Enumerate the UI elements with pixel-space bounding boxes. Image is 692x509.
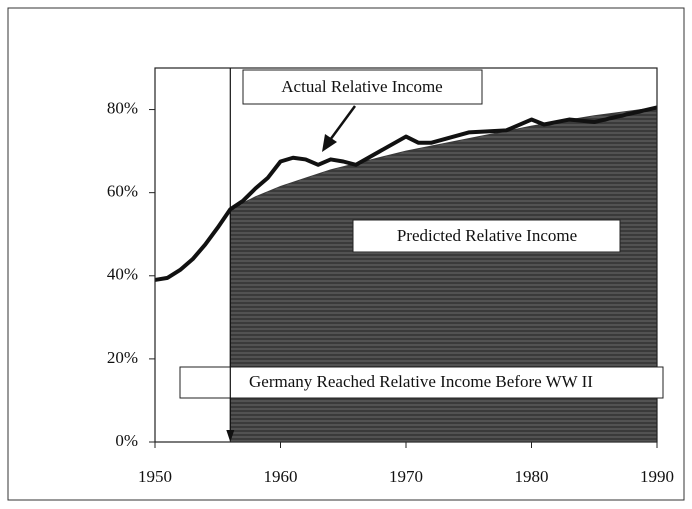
label-box [179, 366, 664, 399]
y-tick-label: 80% [107, 98, 138, 117]
x-tick-label: 1970 [389, 467, 423, 486]
x-tick-label: 1950 [138, 467, 172, 486]
label-box [242, 69, 483, 105]
y-tick-label: 60% [107, 182, 138, 201]
x-tick-label: 1990 [640, 467, 674, 486]
plot-area [154, 105, 658, 443]
series-label: Actual Relative Income [281, 77, 442, 96]
x-tick-label: 1980 [515, 467, 549, 486]
y-tick-label: 0% [115, 431, 138, 450]
label-box [352, 219, 621, 253]
series-label: Predicted Relative Income [397, 226, 577, 245]
y-tick-label: 40% [107, 265, 138, 284]
pointer-head [322, 134, 337, 152]
y-tick-label: 20% [107, 348, 138, 367]
annotation: Germany Reached Relative Income Before W… [249, 372, 593, 391]
line [154, 105, 658, 282]
frame [7, 7, 685, 501]
pointer [328, 105, 357, 141]
x-tick-label: 1960 [264, 467, 298, 486]
annotation-arrow [226, 430, 235, 442]
